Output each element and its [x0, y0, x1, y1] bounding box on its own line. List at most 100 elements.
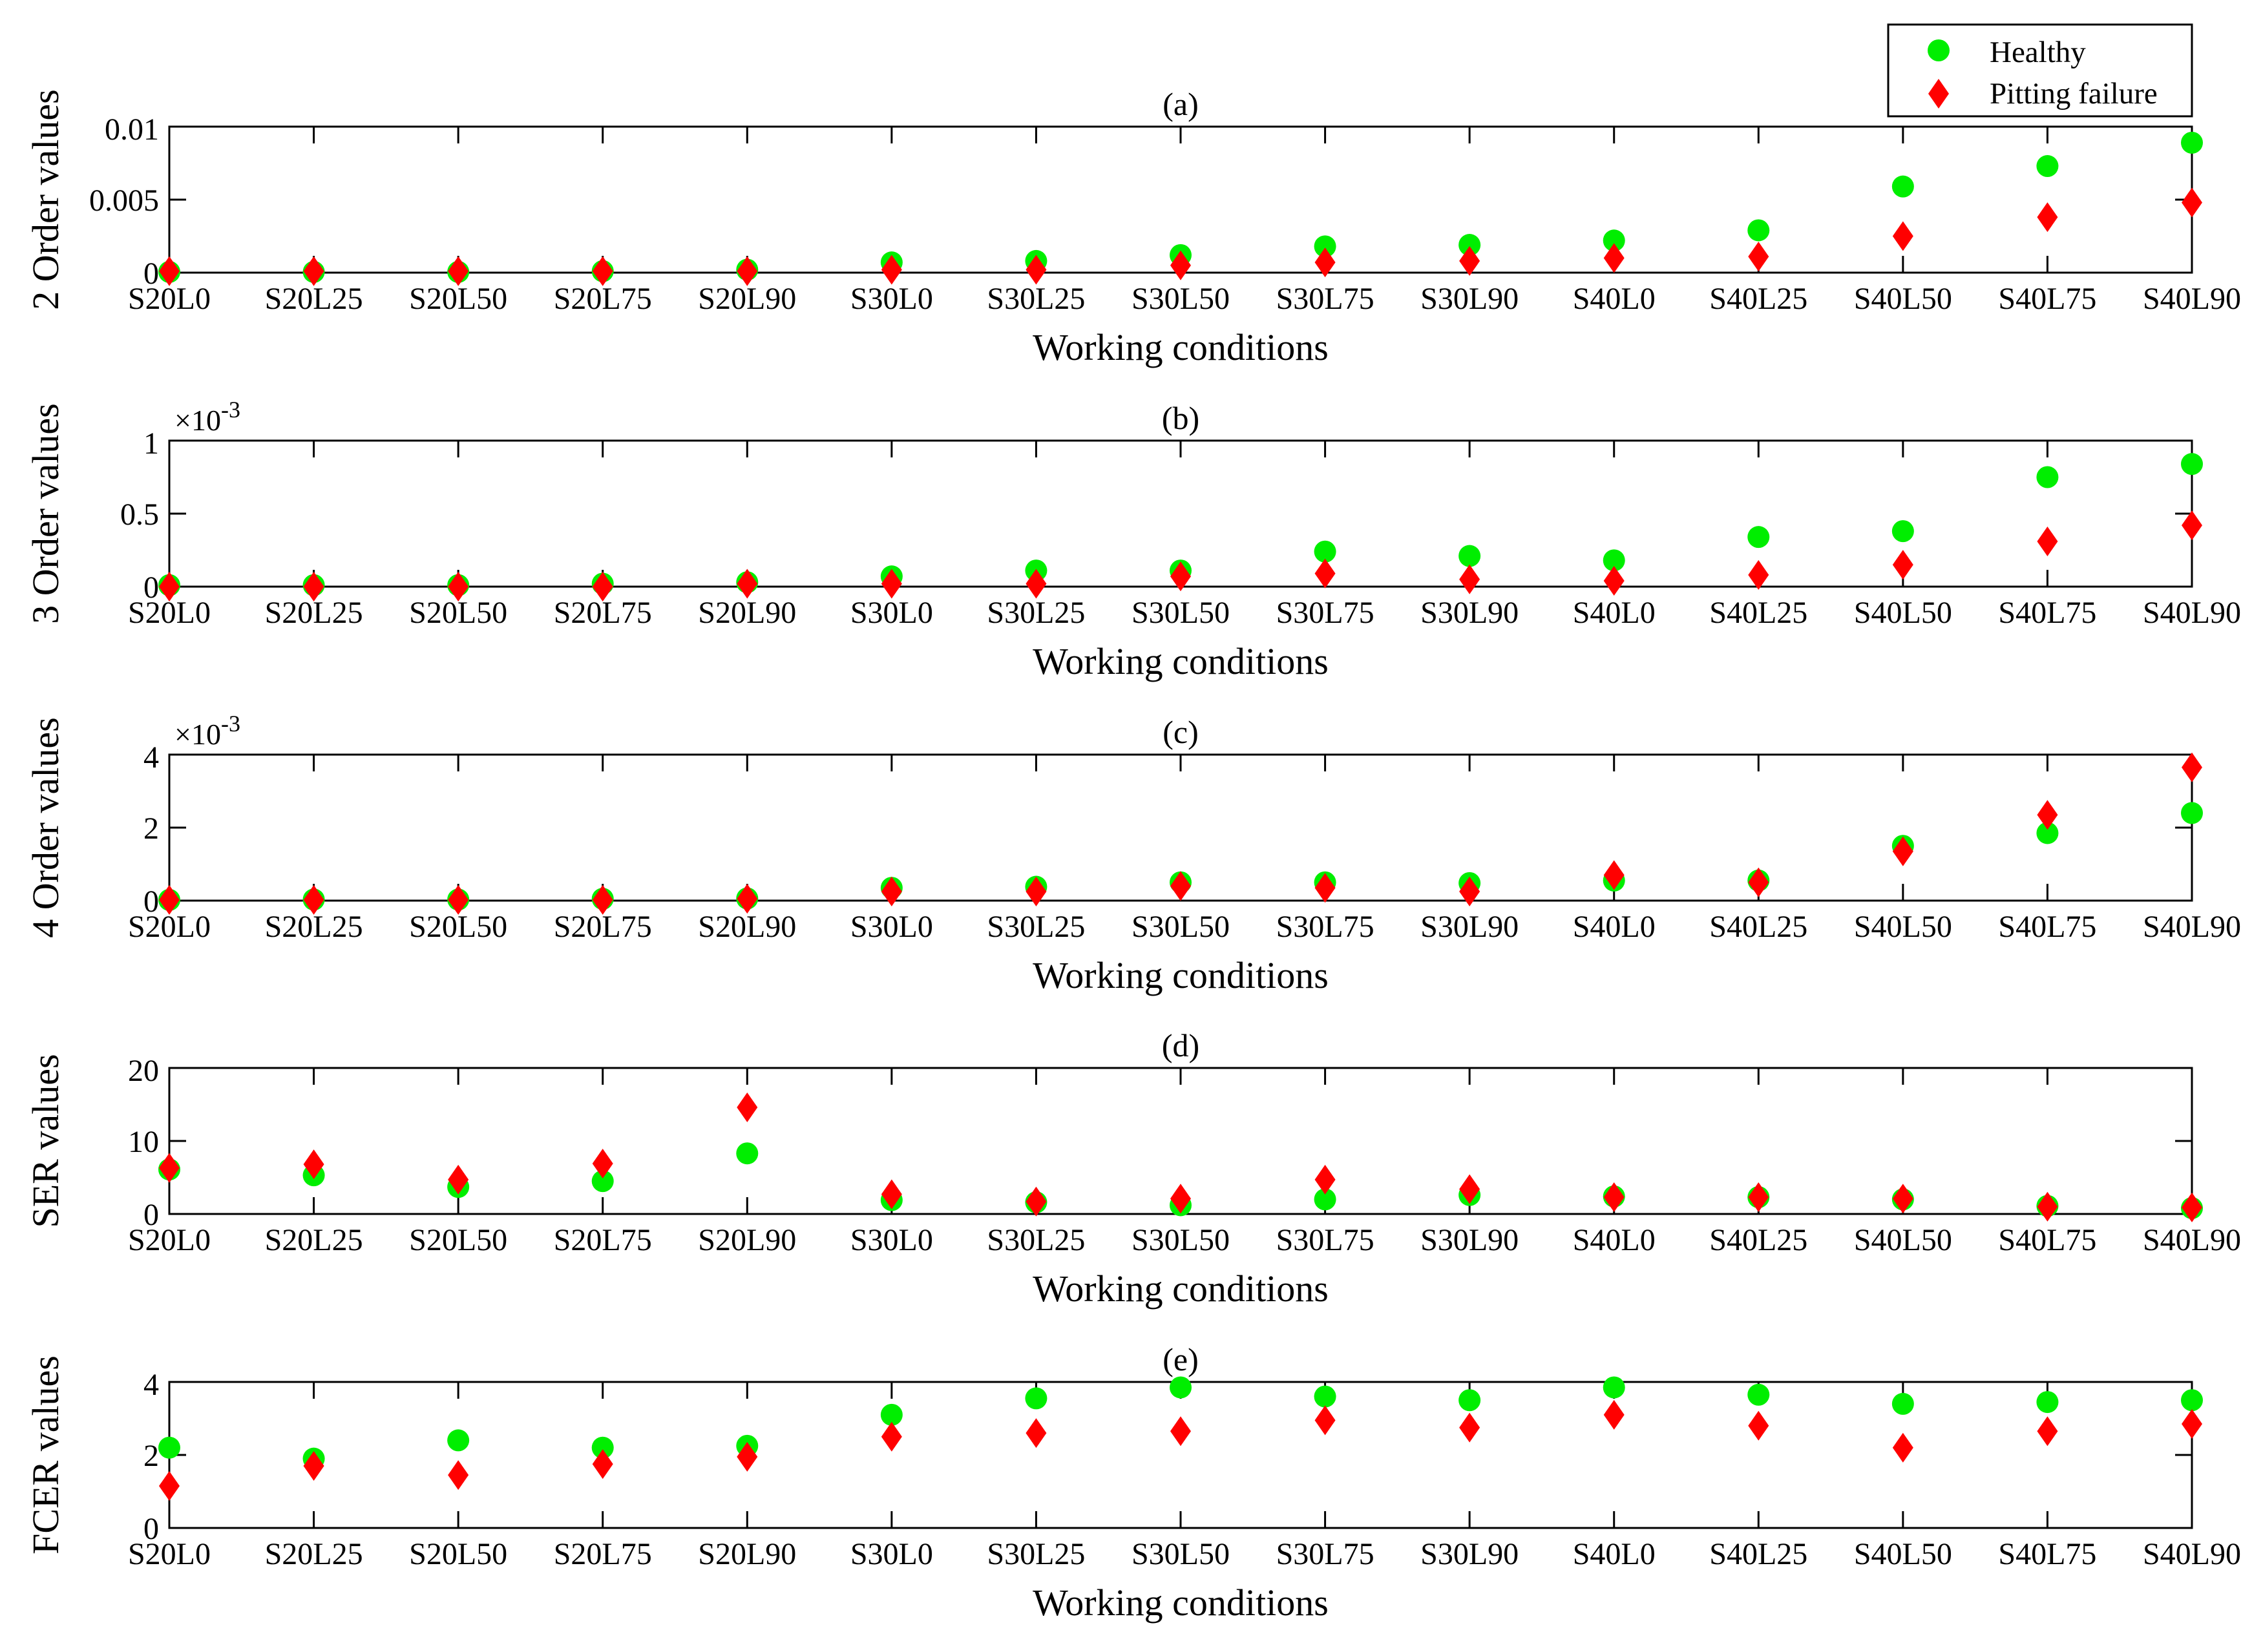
- panel-5-xtick-label-0: S20L0: [128, 1537, 211, 1571]
- panel-5-pitting-point-3: [592, 1449, 613, 1479]
- panel-1-xtick-label-11: S40L25: [1709, 282, 1807, 316]
- panel-4-xtick-label-6: S30L25: [987, 1223, 1085, 1257]
- panel-1-pitting-point-7: [1170, 250, 1191, 280]
- panel-3-pitting-point-0: [159, 884, 180, 915]
- panel-3-pitting-point-9: [1459, 876, 1480, 906]
- panel-5-pitting-point-12: [1892, 1432, 1913, 1463]
- panel-1-xtick-label-13: S40L75: [1998, 282, 2096, 316]
- panel-5-pitting-point-5: [881, 1421, 902, 1452]
- panel-3-xtick-label-7: S30L50: [1132, 910, 1230, 944]
- panel-5-xtick-label-8: S30L75: [1276, 1537, 1374, 1571]
- panel-1-healthy-point-11: [1747, 219, 1770, 242]
- panel-4-healthy-point-4: [736, 1142, 759, 1165]
- panel-1-xtick-label-8: S30L75: [1276, 282, 1374, 316]
- panel-3-healthy-point-14: [2181, 802, 2203, 824]
- panel-4-xtick-label-2: S20L50: [409, 1223, 507, 1257]
- panel-2-xtick-label-7: S30L50: [1132, 596, 1230, 630]
- panel-2-ytick-label-0: 0: [143, 570, 159, 605]
- panel-3-y-axis-label: 4 Order values: [25, 717, 67, 937]
- panel-1-pitting-point-12: [1892, 221, 1913, 251]
- panel-4-xtick-label-5: S30L0: [850, 1223, 933, 1257]
- panel-4-xtick-label-7: S30L50: [1132, 1223, 1230, 1257]
- panel-3-ytick-label-1: 2: [143, 811, 159, 846]
- panel-4-healthy-point-3: [591, 1170, 614, 1193]
- panel-5-xtick-label-13: S40L75: [1998, 1537, 2096, 1571]
- panel-3-xtick-label-2: S20L50: [409, 910, 507, 944]
- panel-5-y-axis-label: FCER values: [25, 1355, 67, 1554]
- panel-2-pitting-point-12: [1892, 550, 1913, 580]
- panel-4-title: (d): [1162, 1027, 1199, 1063]
- panel-3-xtick-label-3: S20L75: [554, 910, 652, 944]
- panel-1-ytick-label-0: 0: [143, 256, 159, 291]
- panel-2-xtick-label-9: S30L90: [1420, 596, 1519, 630]
- panel-1-pitting-point-14: [2182, 187, 2202, 218]
- panel-2-y-axis-label: 3 Order values: [25, 403, 67, 623]
- panel-5-xtick-label-12: S40L50: [1854, 1537, 1952, 1571]
- panel-2-healthy-point-11: [1747, 526, 1770, 549]
- panel-3-pitting-point-13: [2037, 800, 2058, 830]
- panel-3-pitting-point-11: [1748, 867, 1769, 897]
- panel-2-ytick-label-1: 0.5: [120, 497, 159, 532]
- panel-1-xtick-label-5: S30L0: [850, 282, 933, 316]
- panel-4-pitting-point-4: [737, 1093, 758, 1123]
- panel-3-pitting-point-12: [1892, 836, 1913, 866]
- panel-3-pitting-point-4: [737, 884, 758, 914]
- panel-1-pitting-point-4: [737, 256, 758, 286]
- panel-5-healthy-point-12: [1891, 1392, 1914, 1415]
- panel-3-pitting-point-14: [2182, 752, 2202, 782]
- panel-4-xtick-label-1: S20L25: [265, 1223, 363, 1257]
- panel-5-healthy-point-7: [1170, 1376, 1192, 1399]
- panel-5-xtick-label-6: S30L25: [987, 1537, 1085, 1571]
- panel-5-pitting-point-7: [1170, 1416, 1191, 1447]
- panel-5-pitting-point-9: [1459, 1412, 1480, 1443]
- panel-2-pitting-point-0: [159, 572, 180, 601]
- panel-5-xtick-label-2: S20L50: [409, 1537, 507, 1571]
- panel-3-pitting-point-7: [1170, 871, 1191, 901]
- panel-1-xtick-label-7: S30L50: [1132, 282, 1230, 316]
- panel-2-healthy-point-10: [1603, 549, 1625, 572]
- panel-3-xtick-label-6: S30L25: [987, 910, 1085, 944]
- panel-5-healthy-point-10: [1603, 1376, 1625, 1399]
- panel-3-xtick-label-10: S40L0: [1573, 910, 1656, 944]
- panel-1-healthy-point-9: [1458, 234, 1481, 256]
- panel-2-pitting-point-14: [2182, 510, 2202, 541]
- panel-2-healthy-point-8: [1314, 540, 1336, 563]
- panel-4-xtick-label-11: S40L25: [1709, 1223, 1807, 1257]
- panel-2-ytick-label-2: 1: [143, 426, 159, 461]
- panel-5-axes-box: [168, 1381, 2193, 1529]
- panel-3-pitting-point-8: [1314, 873, 1336, 903]
- panel-2-healthy-point-12: [1891, 520, 1914, 543]
- legend-healthy-marker: [1928, 39, 1950, 61]
- panel-5-pitting-point-2: [448, 1460, 469, 1490]
- panel-1-xtick-label-2: S20L50: [409, 282, 507, 316]
- legend-pitting-label: Pitting failure: [1990, 77, 2158, 110]
- panel-1-healthy-point-10: [1603, 229, 1625, 252]
- panel-5-ytick-label-0: 0: [143, 1512, 159, 1546]
- panel-4-xtick-label-8: S30L75: [1276, 1223, 1374, 1257]
- panel-3-xtick-label-0: S20L0: [128, 910, 211, 944]
- panel-1-pitting-point-0: [159, 256, 180, 286]
- panel-4-pitting-point-8: [1314, 1164, 1336, 1195]
- panel-1-xtick-label-4: S20L90: [698, 282, 796, 316]
- panel-3-pitting-point-1: [303, 884, 324, 915]
- panel-2-pitting-point-2: [448, 572, 469, 601]
- panel-2-pitting-point-8: [1314, 558, 1336, 589]
- panel-2-healthy-point-13: [2036, 466, 2059, 488]
- panel-4-pitting-point-3: [592, 1149, 613, 1179]
- panel-2-x-axis-label: Working conditions: [1033, 640, 1329, 682]
- panel-5-pitting-point-1: [303, 1450, 324, 1481]
- panel-1-pitting-point-1: [303, 256, 324, 286]
- panel-2-xtick-label-12: S40L50: [1854, 596, 1952, 630]
- panel-4-pitting-point-6: [1026, 1186, 1047, 1217]
- panel-3-ytick-label-2: 4: [143, 740, 159, 775]
- panel-1-pitting-point-8: [1314, 247, 1336, 278]
- panel-1-pitting-point-5: [881, 255, 902, 285]
- panel-5-pitting-point-11: [1748, 1410, 1769, 1441]
- panel-2-title: (b): [1162, 400, 1199, 436]
- panel-5-healthy-point-14: [2181, 1389, 2203, 1412]
- panel-4-x-axis-label: Working conditions: [1033, 1268, 1329, 1310]
- panel-1-healthy-point-13: [2036, 155, 2059, 178]
- panel-5-xtick-label-9: S30L90: [1420, 1537, 1519, 1571]
- panel-5-x-axis-label: Working conditions: [1033, 1582, 1329, 1624]
